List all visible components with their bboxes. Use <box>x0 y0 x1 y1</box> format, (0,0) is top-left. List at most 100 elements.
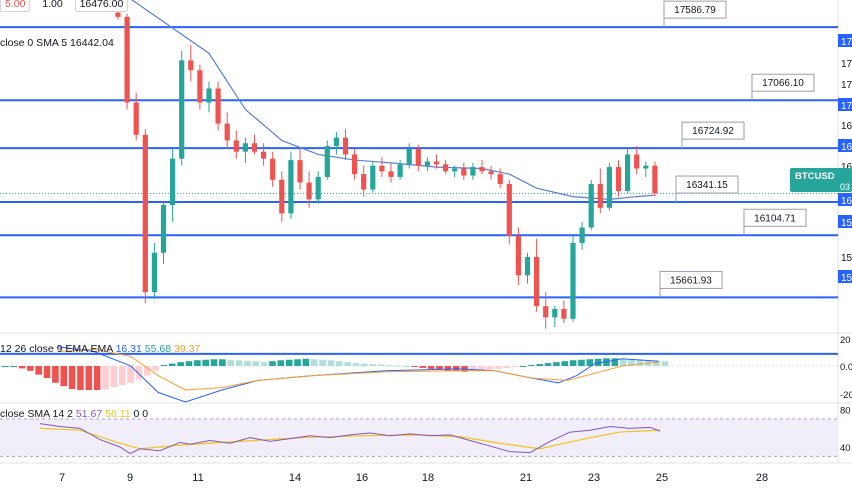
candle-body <box>251 143 258 152</box>
macd-histogram-bar <box>219 359 226 366</box>
macd-histogram-bar <box>102 366 109 390</box>
top-bar: 5.00 1.00 16476.00 <box>0 0 129 12</box>
x-tick-label: 21 <box>520 472 532 484</box>
macd-histogram-bar <box>244 360 251 366</box>
macd-layer <box>0 346 838 403</box>
candle-body <box>397 164 403 177</box>
rsi-legend-value-1: 51.67 <box>75 408 103 420</box>
candle-body <box>506 183 512 236</box>
level-callout-box <box>751 73 815 92</box>
macd-histogram-bar <box>511 366 518 367</box>
macd-histogram-bar <box>436 366 443 370</box>
candle-body <box>115 12 121 17</box>
macd-histogram-bar <box>427 366 435 369</box>
qty-field[interactable]: 1.00 <box>42 0 63 10</box>
symbol-badge <box>790 168 852 192</box>
rsi-axis-label: 80 <box>840 406 851 417</box>
x-tick-label: 11 <box>192 472 203 484</box>
level-callout-label: 17586.79 <box>674 5 716 16</box>
sma-legend-text: close 0 SMA 5 <box>0 37 68 49</box>
macd-histogram-bar <box>294 359 301 366</box>
candle-body <box>124 16 130 103</box>
candle-body <box>643 165 649 169</box>
macd-histogram-bar <box>528 365 535 367</box>
macd-histogram-bar <box>252 361 260 366</box>
level-callout-box <box>743 208 807 227</box>
macd-histogram-bar <box>27 366 34 371</box>
price-axis-label: 17 <box>841 101 852 112</box>
macd-histogram-bar <box>35 366 42 375</box>
level-callout-label: 16104.71 <box>754 213 796 224</box>
price-axis-label: 15 <box>841 253 852 264</box>
macd-histogram-bar <box>603 358 610 366</box>
macd-histogram-bar <box>327 360 335 366</box>
macd-legend-value-3: 39.37 <box>173 343 201 355</box>
price-axis-tag <box>838 139 852 152</box>
price-axis-label: 15 <box>841 218 852 229</box>
candle-body <box>552 308 558 318</box>
macd-axis-label: -20 <box>840 390 852 401</box>
macd-histogram-bar <box>68 366 76 390</box>
candle-body <box>160 205 167 253</box>
rsi-line <box>39 423 661 455</box>
macd-histogram-bar <box>544 363 552 366</box>
macd-histogram-bar <box>152 366 159 371</box>
macd-histogram-bar <box>377 364 385 366</box>
sell-price-box[interactable]: 5.00 <box>0 0 31 12</box>
candle-body <box>261 151 267 159</box>
macd-legend-value-1: 16.31 <box>115 343 142 355</box>
level-callout-box <box>663 0 727 19</box>
rsi-legend-value-2: 56.11 <box>105 408 131 420</box>
candle-body <box>133 102 139 135</box>
candle-body <box>534 256 540 307</box>
macd-histogram-bar <box>302 358 310 366</box>
x-tick-label: 25 <box>656 472 668 484</box>
macd-histogram-bar <box>319 359 326 366</box>
candle-body <box>361 174 367 190</box>
macd-histogram-bar <box>394 365 402 367</box>
candle-body <box>570 242 576 319</box>
candle-body <box>524 256 531 276</box>
candles-layer <box>115 5 658 329</box>
axes-layer: 17 17 17 17 16 16 16 16 16 15 15 15 BTCUSD 03 20 0.0 -20… <box>59 34 852 484</box>
macd-legend-value-2: 55.68 <box>144 343 172 355</box>
macd-histogram-bar <box>386 365 393 367</box>
candle-body <box>306 182 312 200</box>
level-callout-box <box>681 121 745 140</box>
macd-histogram-bar <box>419 366 427 368</box>
macd-histogram-bar <box>469 366 477 372</box>
level-callout-label: 17066.10 <box>762 78 804 89</box>
macd-histogram-bar <box>52 366 59 383</box>
rsi-layer <box>0 418 838 457</box>
candle-body <box>515 235 521 276</box>
macd-histogram-bar <box>277 360 285 366</box>
macd-histogram-bar <box>127 366 134 383</box>
macd-histogram-bar <box>569 360 577 366</box>
macd-histogram-bar <box>636 359 644 366</box>
candle-body <box>370 165 376 190</box>
buy-price-box[interactable]: 16476.00 <box>74 0 129 12</box>
level-callout-label: 15661.93 <box>670 275 712 286</box>
candle-body <box>406 148 412 165</box>
macd-histogram-bar <box>77 366 84 390</box>
x-tick-label: 16 <box>356 472 368 484</box>
candle-body <box>324 146 330 177</box>
candle-body <box>288 160 294 214</box>
candle-body <box>224 123 230 141</box>
rsi-band <box>0 419 838 457</box>
macd-histogram-bar <box>486 366 493 370</box>
rsi-legend-value-4: 0 <box>142 408 149 420</box>
candle-body <box>315 176 321 200</box>
macd-histogram-bar <box>110 366 118 388</box>
candle-body <box>625 154 631 191</box>
macd-histogram-bar <box>594 358 602 366</box>
candle-body <box>497 174 503 184</box>
candle-body <box>270 158 276 180</box>
candle-body <box>543 306 549 318</box>
macd-histogram-bar <box>135 366 143 380</box>
macd-signal-line <box>57 348 659 391</box>
price-axis-label: 17 <box>841 37 852 48</box>
macd-histogram-bar <box>444 366 452 371</box>
